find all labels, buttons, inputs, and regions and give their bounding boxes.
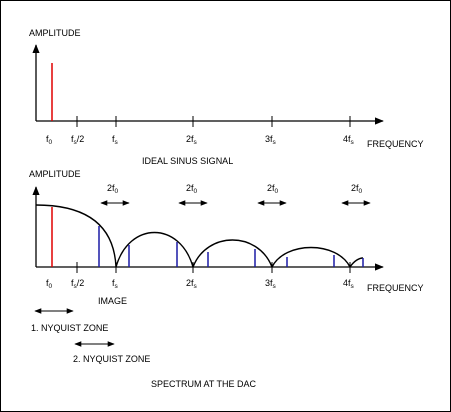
top-tick-marks bbox=[76, 116, 351, 127]
bottom-panel: AMPLITUDE 2f0 2f0 2f0 2f0 bbox=[29, 169, 424, 389]
bottom-frequency-label: FREQUENCY bbox=[367, 283, 424, 293]
nyquist-zone-2-label: 2. NYQUIST ZONE bbox=[73, 354, 150, 364]
tick-label-2fs: 2fs bbox=[186, 134, 198, 146]
nyquist-zone-1-label: 1. NYQUIST ZONE bbox=[31, 323, 108, 333]
top-caption: IDEAL SINUS SIGNAL bbox=[142, 156, 233, 166]
tick-label-3fs: 3fs bbox=[265, 278, 277, 290]
bandwidth-label: 2f0 bbox=[267, 183, 279, 195]
tick-label-3fs: 3fs bbox=[265, 134, 277, 146]
bandwidth-markers: 2f0 2f0 2f0 2f0 bbox=[100, 183, 371, 206]
bottom-tick-marks bbox=[76, 262, 351, 273]
bandwidth-label: 2f0 bbox=[107, 183, 119, 195]
tick-label-fs-half: fs/2 bbox=[71, 278, 84, 290]
sinc-main-lobe bbox=[35, 204, 117, 268]
bandwidth-label: 2f0 bbox=[186, 183, 198, 195]
tick-label-4fs: 4fs bbox=[343, 278, 355, 290]
tick-label-2fs: 2fs bbox=[186, 278, 198, 290]
tick-label-4fs: 4fs bbox=[343, 134, 355, 146]
sinc-side-lobe-4 bbox=[349, 257, 364, 268]
bottom-caption: SPECTRUM AT THE DAC bbox=[151, 379, 257, 389]
tick-label-fs-half: fs/2 bbox=[71, 134, 84, 146]
bandwidth-label: 2f0 bbox=[351, 183, 363, 195]
tick-label-f0: f0 bbox=[46, 278, 53, 290]
tick-label-f0: f0 bbox=[46, 134, 53, 146]
sinc-side-lobe-1 bbox=[115, 232, 194, 268]
top-tick-labels: f0 fs/2 fs 2fs 3fs 4fs bbox=[46, 134, 355, 146]
image-lines bbox=[98, 226, 364, 267]
bottom-amplitude-label: AMPLITUDE bbox=[29, 169, 81, 179]
top-amplitude-label: AMPLITUDE bbox=[29, 28, 81, 38]
top-panel: AMPLITUDE f0 fs/2 fs 2fs 3fs 4fs FREQUEN… bbox=[29, 28, 424, 166]
tick-label-fs: fs bbox=[112, 134, 119, 146]
sinc-side-lobe-3 bbox=[271, 246, 351, 268]
tick-label-fs: fs bbox=[112, 278, 119, 290]
image-label: IMAGE bbox=[98, 296, 127, 306]
bottom-tick-labels: f0 fs/2 fs 2fs 3fs 4fs bbox=[46, 278, 355, 290]
sinc-side-lobe-2 bbox=[192, 239, 273, 268]
top-frequency-label: FREQUENCY bbox=[367, 139, 424, 149]
